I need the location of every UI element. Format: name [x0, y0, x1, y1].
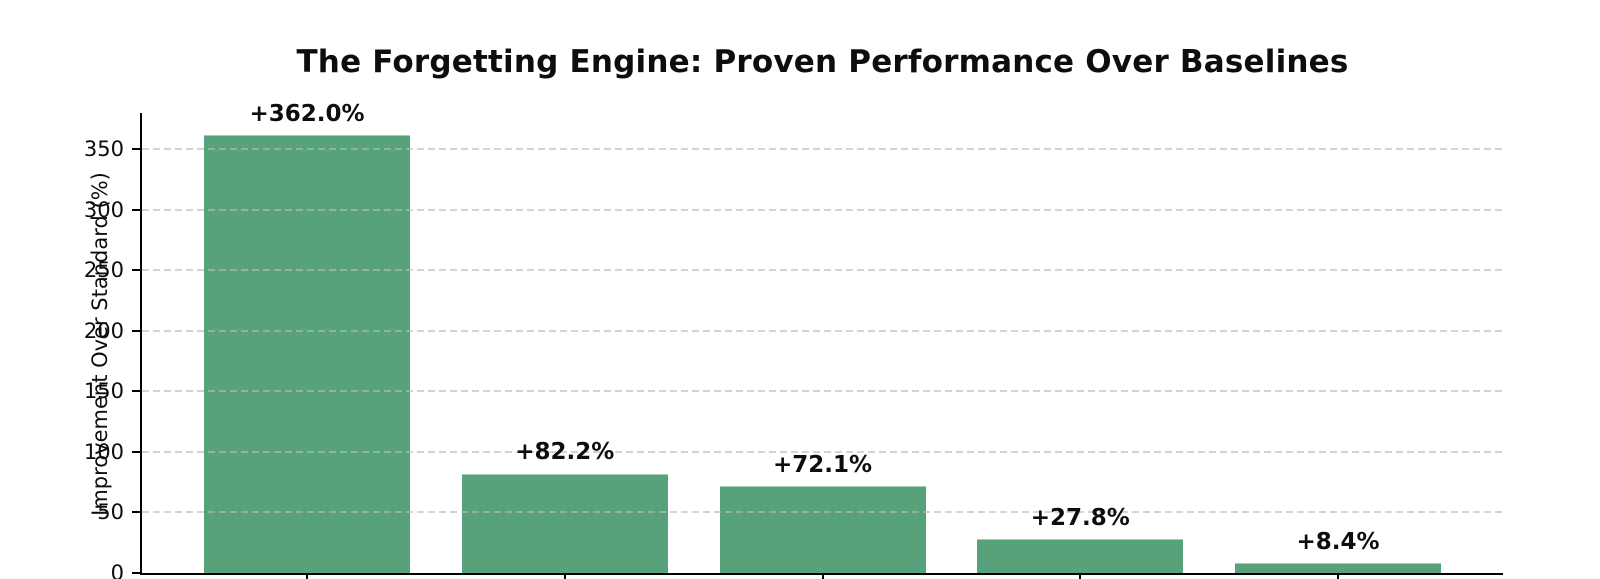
bar-value-label: +362.0%: [249, 100, 365, 127]
bar: [977, 539, 1184, 573]
y-tick-label: 100: [83, 439, 124, 464]
gridline: [142, 148, 1503, 151]
x-tick: [306, 575, 308, 579]
x-tick: [563, 575, 566, 579]
y-tick: [132, 269, 140, 272]
bar: [719, 485, 926, 573]
bar-value-label: +72.1%: [772, 451, 873, 478]
y-tick: [132, 148, 140, 151]
y-tick-label: 250: [83, 258, 124, 283]
gridline: [142, 208, 1503, 211]
y-tick-label: 50: [97, 500, 124, 525]
y-tick-label: 150: [83, 379, 124, 404]
y-tick-label: 200: [83, 318, 124, 343]
y-tick: [132, 329, 140, 332]
plot-area: +362.0% +82.2% +72.1% +27.8% +8.4% 0 50 100 150 2…: [84, 101, 1503, 579]
bar-value-label: +8.4%: [1296, 528, 1380, 555]
y-tick: [132, 208, 140, 211]
chart-title: The Forgetting Engine: Proven Performanc…: [296, 44, 1349, 80]
bar: [204, 134, 410, 573]
y-tick-label: 300: [83, 197, 124, 222]
y-tick: [132, 511, 140, 514]
x-tick: [1079, 575, 1082, 579]
y-tick: [132, 390, 140, 393]
bar-value-label: +27.8%: [1030, 505, 1130, 532]
gridline: [142, 450, 1503, 453]
y-tick: [132, 450, 140, 453]
y-tick-label: 0: [110, 561, 124, 579]
x-tick: [821, 575, 824, 579]
y-tick-label: 350: [83, 137, 124, 162]
y-axis-spine: [140, 113, 142, 575]
gridline: [142, 511, 1503, 514]
x-axis-spine: [140, 573, 1503, 575]
bar-value-label: +82.2%: [515, 439, 615, 466]
bar: [461, 473, 668, 573]
bar: [1235, 562, 1441, 573]
gridline: [142, 390, 1503, 393]
y-tick: [132, 572, 140, 574]
gridline: [142, 269, 1503, 272]
x-tick: [1337, 575, 1339, 579]
gridline: [142, 329, 1503, 332]
